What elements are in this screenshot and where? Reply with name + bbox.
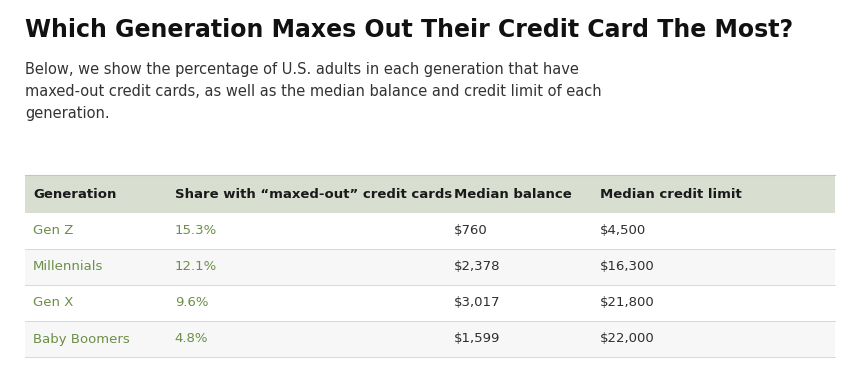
Text: Which Generation Maxes Out Their Credit Card The Most?: Which Generation Maxes Out Their Credit … — [25, 18, 793, 42]
Bar — [25, 285, 835, 321]
Text: Gen X: Gen X — [33, 297, 73, 310]
Text: Below, we show the percentage of U.S. adults in each generation that have
maxed-: Below, we show the percentage of U.S. ad… — [25, 62, 602, 121]
Text: 4.8%: 4.8% — [175, 332, 208, 345]
Text: Median credit limit: Median credit limit — [600, 188, 741, 201]
Text: $21,800: $21,800 — [600, 297, 654, 310]
Bar — [25, 213, 835, 249]
Text: $3,017: $3,017 — [454, 297, 501, 310]
Text: $4,500: $4,500 — [600, 225, 646, 238]
Text: 15.3%: 15.3% — [175, 225, 217, 238]
Bar — [25, 321, 835, 357]
Text: 9.6%: 9.6% — [175, 297, 208, 310]
Text: $760: $760 — [454, 225, 488, 238]
Text: Generation: Generation — [33, 188, 116, 201]
Text: 12.1%: 12.1% — [175, 260, 217, 273]
Bar — [25, 249, 835, 285]
Text: $16,300: $16,300 — [600, 260, 654, 273]
Text: $2,378: $2,378 — [454, 260, 501, 273]
Text: Millennials: Millennials — [33, 260, 103, 273]
Text: Share with “maxed-out” credit cards: Share with “maxed-out” credit cards — [175, 188, 452, 201]
Bar — [25, 175, 835, 213]
Text: $22,000: $22,000 — [600, 332, 654, 345]
Text: Gen Z: Gen Z — [33, 225, 73, 238]
Text: Median balance: Median balance — [454, 188, 572, 201]
Text: $1,599: $1,599 — [454, 332, 501, 345]
Text: Baby Boomers: Baby Boomers — [33, 332, 130, 345]
